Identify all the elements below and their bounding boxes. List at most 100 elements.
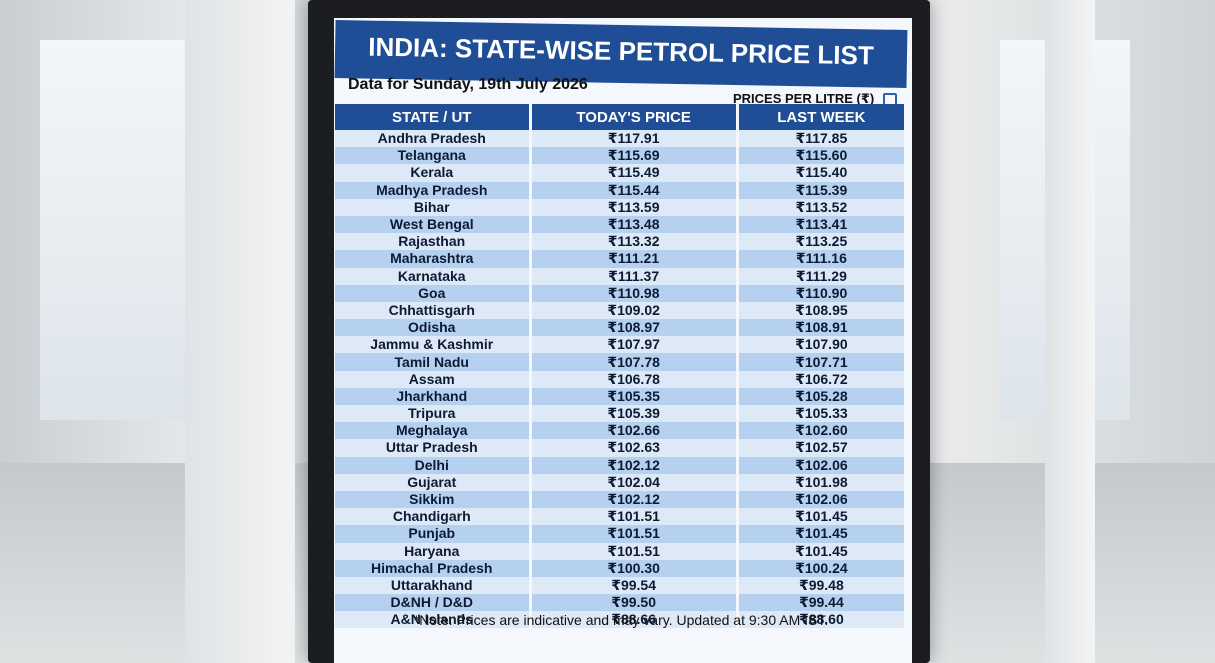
table-row: Kerala ₹115.49 ₹115.40: [335, 164, 908, 182]
last-week-cell: ₹115.39: [737, 181, 908, 199]
last-week-cell: ₹105.28: [737, 387, 908, 405]
today-price-cell: ₹102.66: [530, 422, 739, 440]
today-price-cell: ₹110.98: [530, 284, 739, 302]
table-row: Meghalaya ₹102.66 ₹102.60: [335, 422, 908, 440]
last-week-cell: ₹117.85: [737, 130, 908, 148]
state-cell: Jharkhand: [335, 387, 532, 405]
state-cell: Goa: [335, 284, 532, 302]
state-cell: Chandigarh: [335, 508, 532, 526]
state-cell: Punjab: [335, 525, 532, 543]
last-week-cell: ₹101.45: [737, 542, 908, 560]
state-cell: Uttar Pradesh: [335, 439, 532, 457]
column-header: STATE / UT: [335, 104, 532, 130]
table-row: Uttar Pradesh ₹102.63 ₹102.57: [335, 439, 908, 457]
today-price-cell: ₹101.51: [530, 525, 739, 543]
last-week-cell: ₹102.57: [737, 439, 908, 457]
today-price-cell: ₹115.44: [530, 181, 739, 199]
units: PRICES PER LITRE (₹): [733, 91, 875, 106]
state-cell: Tripura: [335, 405, 532, 423]
last-week-cell: ₹113.41: [737, 215, 908, 234]
today-price-cell: ₹102.12: [530, 456, 739, 474]
price-table: STATE / UT TODAY'S PRICE LAST WEEK Andhra …: [335, 104, 908, 629]
pillar: [185, 0, 295, 663]
table-row: Tamil Nadu ₹107.78 ₹107.71: [335, 353, 908, 371]
table-row: Delhi ₹102.12 ₹102.06: [335, 456, 908, 474]
today-price-cell: ₹113.32: [530, 233, 739, 251]
today-price-cell: ₹113.48: [530, 215, 739, 234]
table-row: Assam ₹106.78 ₹106.72: [335, 370, 908, 388]
today-price-cell: ₹109.02: [530, 301, 739, 320]
today-price-cell: ₹101.51: [530, 508, 739, 526]
window: [40, 40, 190, 420]
today-price-cell: ₹106.78: [530, 370, 739, 388]
last-week-cell: ₹107.71: [737, 353, 908, 371]
state-cell: Chhattisgarh: [335, 301, 532, 320]
last-week-cell: ₹99.48: [737, 576, 908, 595]
last-week-cell: ₹101.98: [737, 473, 908, 491]
today-price-cell: ₹107.78: [530, 353, 739, 371]
table-row: Chandigarh ₹101.51 ₹101.45: [335, 508, 908, 526]
today-price-cell: ₹117.91: [530, 130, 739, 148]
table-row: Bihar ₹113.59 ₹113.52: [335, 198, 908, 216]
last-week-cell: ₹102.06: [737, 490, 908, 509]
today-price-cell: ₹100.30: [530, 559, 739, 577]
table-row: Chhattisgarh ₹109.02 ₹108.95: [335, 301, 908, 320]
table-row: Himachal Pradesh ₹100.30 ₹100.24: [335, 559, 908, 577]
state-cell: Karnataka: [335, 267, 532, 285]
state-cell: Himachal Pradesh: [335, 559, 532, 577]
state-cell: Maharashtra: [335, 250, 532, 268]
table-row: Jharkhand ₹105.35 ₹105.28: [335, 387, 908, 405]
today-price-cell: ₹102.63: [530, 439, 739, 457]
last-week-cell: ₹102.06: [737, 456, 908, 474]
last-week-cell: ₹102.60: [737, 422, 908, 440]
state-cell: Tamil Nadu: [335, 353, 532, 371]
table-row: West Bengal ₹113.48 ₹113.41: [335, 215, 908, 234]
state-cell: Madhya Pradesh: [335, 181, 532, 199]
state-cell: D&NH / D&D: [335, 594, 532, 612]
state-cell: Rajasthan: [335, 233, 532, 251]
last-week-cell: ₹99.44: [737, 594, 908, 612]
column-header: TODAY'S PRICE: [530, 104, 739, 130]
today-price-cell: ₹111.21: [530, 250, 739, 268]
state-cell: Delhi: [335, 456, 532, 474]
subtitle: Data for Sunday, 19th July 2026: [348, 76, 588, 93]
state-cell: Odisha: [335, 319, 532, 337]
table-row: Tripura ₹105.39 ₹105.33: [335, 405, 908, 423]
today-price-cell: ₹108.97: [530, 319, 739, 337]
table-row: Telangana ₹115.69 ₹115.60: [335, 147, 908, 165]
state-cell: Telangana: [335, 147, 532, 165]
state-cell: Andhra Pradesh: [335, 130, 532, 148]
pillar: [1045, 0, 1095, 663]
state-cell: West Bengal: [335, 215, 532, 234]
state-cell: Meghalaya: [335, 422, 532, 440]
today-price-cell: ₹99.54: [530, 576, 739, 595]
table-row: Goa ₹110.98 ₹110.90: [335, 284, 908, 302]
state-cell: Assam: [335, 370, 532, 388]
state-cell: Gujarat: [335, 473, 532, 491]
table-row: Uttarakhand ₹99.54 ₹99.48: [335, 576, 908, 595]
last-week-cell: ₹108.91: [737, 319, 908, 337]
table-row: Jammu & Kashmir ₹107.97 ₹107.90: [335, 336, 908, 354]
table-row: Sikkim ₹102.12 ₹102.06: [335, 490, 908, 509]
last-week-cell: ₹105.33: [737, 405, 908, 423]
state-cell: Haryana: [335, 542, 532, 560]
last-week-cell: ₹107.90: [737, 336, 908, 354]
table-row: Maharashtra ₹111.21 ₹111.16: [335, 250, 908, 268]
today-price-cell: ₹88.66: [530, 611, 739, 629]
table-row: Andhra Pradesh ₹117.91 ₹117.85: [335, 130, 908, 148]
today-price-cell: ₹115.69: [530, 147, 739, 165]
last-week-cell: ₹101.45: [737, 525, 908, 543]
today-price-cell: ₹105.35: [530, 387, 739, 405]
state-cell: Uttarakhand: [335, 576, 532, 595]
column-header: LAST WEEK: [737, 104, 908, 130]
last-week-cell: ₹108.95: [737, 301, 908, 320]
last-week-cell: ₹115.40: [737, 164, 908, 182]
last-week-cell: ₹88.60: [737, 611, 908, 629]
table-row: Odisha ₹108.97 ₹108.91: [335, 319, 908, 337]
state-cell: A&N Islands: [335, 611, 532, 629]
today-price-cell: ₹115.49: [530, 164, 739, 182]
last-week-cell: ₹115.60: [737, 147, 908, 165]
header-row: STATE / UT TODAY'S PRICE LAST WEEK: [335, 104, 908, 130]
note: *Note: Prices are indicative and may var…: [413, 612, 829, 628]
